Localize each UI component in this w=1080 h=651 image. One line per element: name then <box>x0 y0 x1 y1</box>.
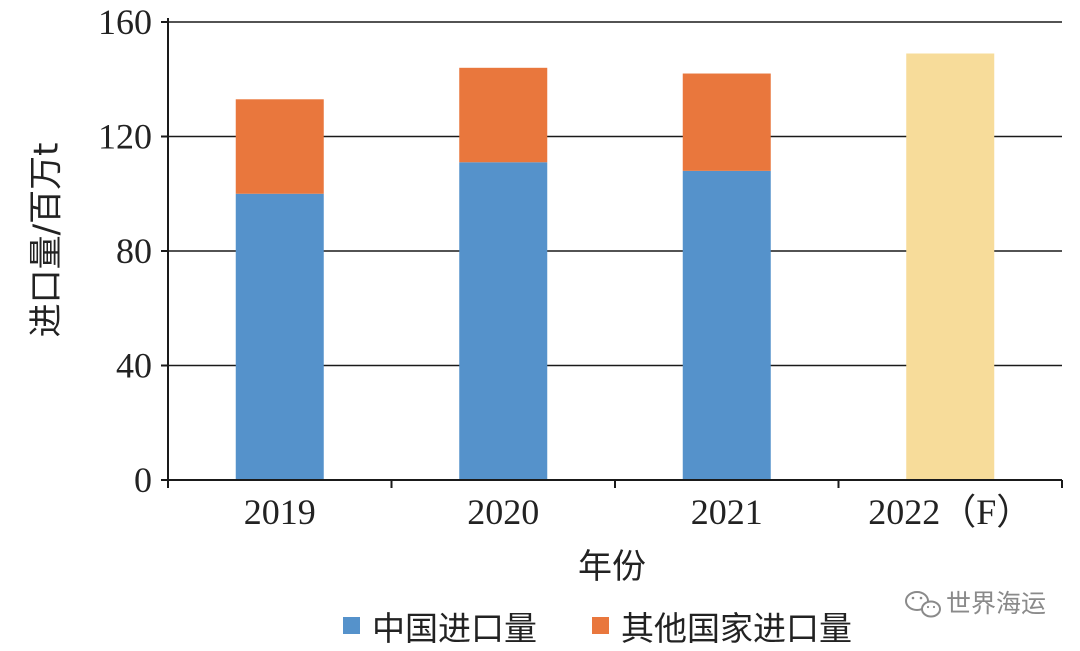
legend-swatch-china <box>343 617 360 634</box>
legend-swatch-other <box>592 617 609 634</box>
legend-label-china: 中国进口量 <box>372 609 537 648</box>
watermark: 世界海运 <box>905 589 1046 618</box>
x-tick-label: 2019 <box>244 492 316 532</box>
legend: 中国进口量 其他国家进口量 <box>343 609 852 648</box>
legend-label-other: 其他国家进口量 <box>621 609 852 648</box>
x-tick-label: 2022（F） <box>868 492 1032 532</box>
bar-china-2 <box>682 170 771 480</box>
bar-other-2 <box>682 73 771 171</box>
bar-china-0 <box>235 193 324 480</box>
bar-other-0 <box>235 99 324 194</box>
axes <box>161 18 1063 488</box>
y-tick-label: 40 <box>116 346 152 386</box>
bar-other-1 <box>459 67 548 163</box>
y-tick-label: 0 <box>134 460 152 500</box>
bars <box>235 53 995 481</box>
y-tick-label: 160 <box>98 2 152 42</box>
x-tick-label: 2020 <box>467 492 539 532</box>
y-tick-labels: 0 40 80 120 160 <box>98 2 152 500</box>
y-tick-label: 120 <box>98 117 152 157</box>
y-tick-label: 80 <box>116 231 152 271</box>
y-axis-title: 进口量/百万t <box>27 143 67 338</box>
wechat-icon <box>905 591 941 618</box>
watermark-text: 世界海运 <box>946 589 1046 618</box>
bar-china-1 <box>459 162 548 480</box>
x-tick-label: 2021 <box>691 492 763 532</box>
x-tick-labels: 2019 2020 2021 2022（F） <box>244 492 1033 532</box>
x-axis-title: 年份 <box>578 547 646 587</box>
bar-forecast <box>906 53 995 481</box>
